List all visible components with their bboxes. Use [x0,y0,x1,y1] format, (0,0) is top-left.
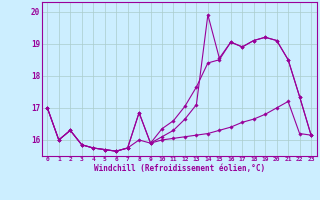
X-axis label: Windchill (Refroidissement éolien,°C): Windchill (Refroidissement éolien,°C) [94,164,265,173]
